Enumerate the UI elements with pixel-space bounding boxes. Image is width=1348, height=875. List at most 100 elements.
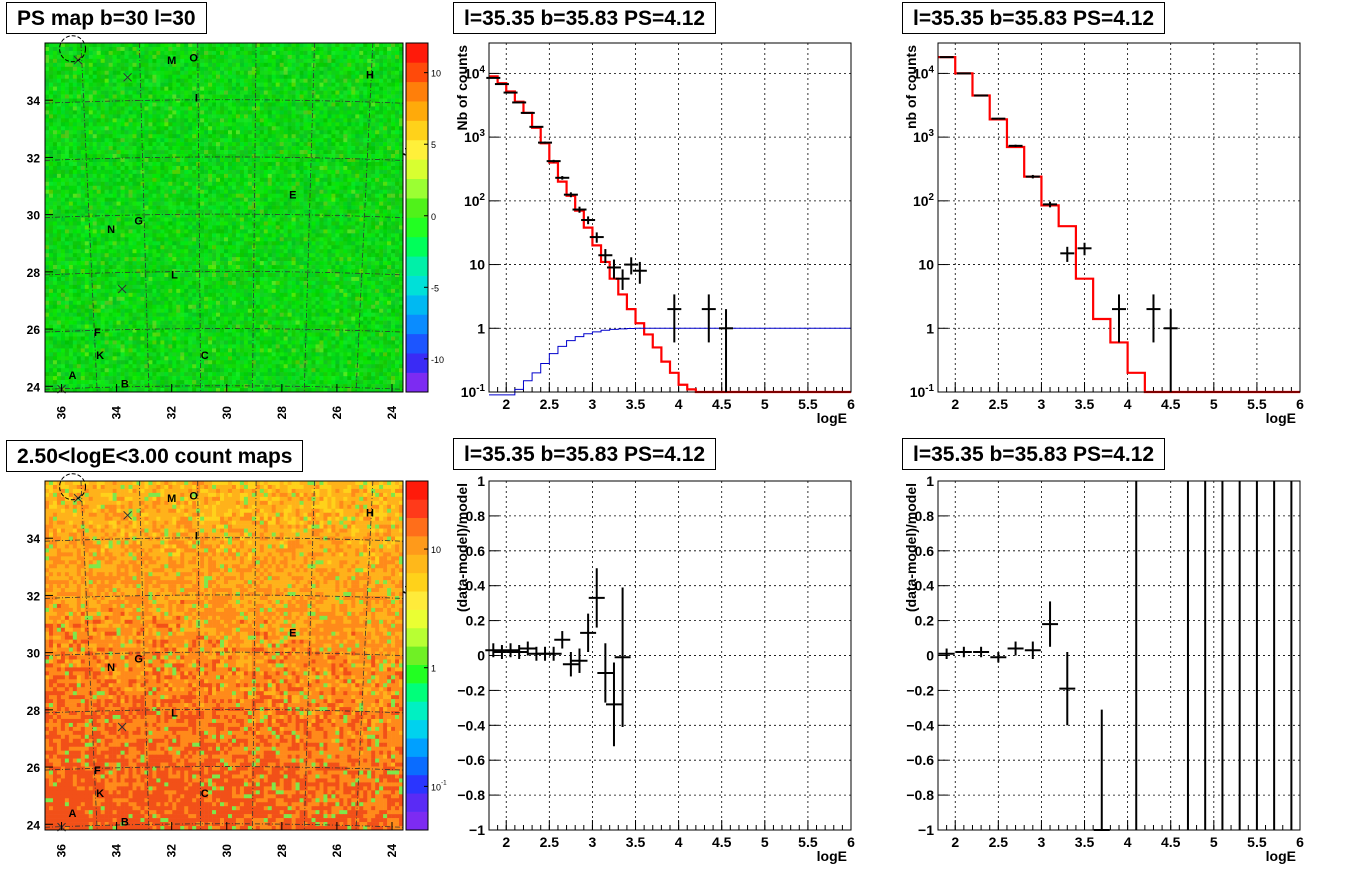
map-pixel	[144, 142, 149, 147]
map-pixel	[128, 161, 133, 167]
map-pixel	[96, 161, 101, 167]
map-pixel	[399, 66, 404, 72]
map-pixel	[52, 229, 58, 234]
map-pixel	[45, 82, 50, 87]
map-pixel	[399, 114, 404, 119]
map-pixel	[303, 66, 308, 72]
map-pixel	[311, 181, 316, 187]
map-pixel	[247, 74, 253, 79]
map-pixel	[208, 158, 213, 163]
map-pixel	[132, 102, 137, 107]
map-pixel	[255, 165, 261, 171]
map-pixel	[212, 86, 217, 91]
map-pixel	[164, 134, 169, 139]
map-pixel	[235, 146, 241, 151]
map-pixel	[136, 114, 141, 119]
map-pixel	[144, 154, 149, 159]
map-pixel	[335, 106, 340, 111]
map-pixel	[84, 138, 90, 143]
map-pixel	[112, 146, 117, 151]
map-pixel	[212, 189, 217, 195]
map-pixel	[52, 78, 58, 83]
map-pixel	[80, 165, 86, 171]
map-pixel	[124, 134, 129, 139]
map-pixel	[200, 142, 205, 147]
map-pixel	[311, 213, 316, 218]
map-pixel	[251, 62, 257, 68]
map-pixel	[216, 185, 221, 191]
map-pixel	[108, 86, 113, 91]
map-pixel	[224, 213, 229, 218]
map-pixel	[124, 181, 129, 187]
map-pixel	[255, 161, 261, 167]
map-pixel	[212, 58, 217, 64]
map-pixel	[164, 150, 169, 155]
map-pixel	[315, 70, 320, 76]
map-pixel	[168, 201, 173, 206]
map-pixel	[96, 58, 101, 64]
map-pixel	[227, 146, 233, 151]
map-pixel	[263, 150, 269, 155]
map-pixel	[387, 110, 392, 115]
map-pixel	[323, 189, 328, 195]
map-pixel	[76, 98, 82, 103]
map-pixel	[216, 154, 221, 159]
map-pixel	[303, 134, 308, 139]
map-pixel	[271, 122, 277, 127]
map-pixel	[216, 122, 221, 127]
map-pixel	[100, 114, 105, 119]
map-pixel	[104, 225, 109, 230]
map-pixel	[399, 173, 404, 179]
map-pixel	[351, 130, 356, 135]
map-pixel	[303, 165, 308, 171]
map-pixel	[383, 165, 388, 171]
map-pixel	[168, 146, 173, 151]
map-pixel	[371, 118, 376, 123]
map-pixel	[227, 217, 233, 222]
map-pixel	[231, 197, 237, 202]
map-pixel	[76, 122, 82, 127]
map-pixel	[92, 165, 98, 171]
map-pixel	[259, 185, 265, 191]
map-pixel	[279, 209, 284, 214]
map-pixel	[224, 98, 229, 103]
map-pixel	[188, 201, 193, 206]
map-pixel	[84, 98, 90, 103]
map-pixel	[144, 118, 149, 123]
map-pixel	[204, 130, 209, 135]
spectrum-1-y-tick-label: 102	[464, 192, 486, 209]
map-pixel	[208, 209, 213, 214]
map-pixel	[204, 78, 209, 83]
map-pixel	[132, 197, 137, 202]
map-pixel	[267, 173, 273, 179]
map-pixel	[112, 229, 117, 234]
map-pixel	[259, 150, 265, 155]
map-pixel	[259, 237, 265, 242]
map-pixel	[200, 213, 205, 218]
map-pixel	[68, 58, 74, 64]
map-pixel	[168, 118, 173, 123]
map-pixel	[128, 185, 133, 191]
map-pixel	[188, 138, 193, 143]
map-pixel	[144, 70, 149, 76]
map-pixel	[192, 106, 197, 111]
map-pixel	[160, 217, 165, 222]
map-pixel	[68, 185, 74, 191]
map-pixel	[96, 118, 101, 123]
map-pixel	[45, 122, 50, 127]
map-pixel	[45, 70, 50, 76]
map-pixel	[255, 154, 261, 159]
map-pixel	[359, 225, 364, 230]
map-pixel	[172, 43, 177, 48]
map-pixel	[263, 58, 269, 64]
map-pixel	[283, 237, 288, 242]
map-pixel	[56, 46, 62, 52]
map-pixel	[168, 58, 173, 64]
map-pixel	[239, 50, 245, 56]
map-pixel	[375, 86, 380, 91]
map-pixel	[263, 161, 269, 167]
map-pixel	[48, 43, 54, 48]
map-pixel	[379, 82, 384, 87]
map-pixel	[92, 150, 98, 155]
map-pixel	[136, 46, 141, 52]
